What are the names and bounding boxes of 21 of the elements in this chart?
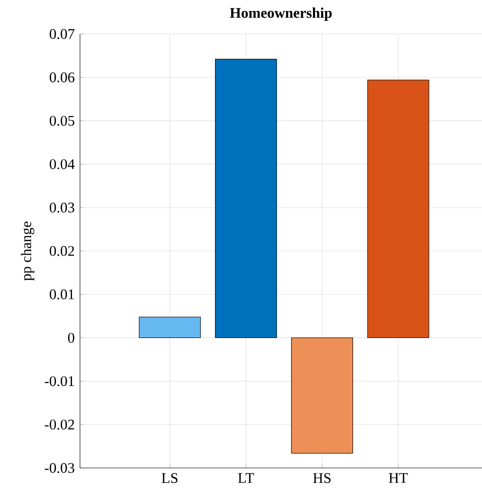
y-tick-label: 0.04 xyxy=(50,159,75,170)
y-tick-label: -0.01 xyxy=(44,376,74,386)
y-axis-title: pp change xyxy=(20,222,34,281)
y-tick-label: 0.07 xyxy=(50,29,74,39)
y-tick-label: 0 xyxy=(68,332,74,343)
y-tick-label: 0.01 xyxy=(50,289,74,300)
y-tick-label: 0.02 xyxy=(50,246,74,256)
chart-title: Homeownership xyxy=(230,8,332,21)
y-tick-label: -0.02 xyxy=(44,420,74,430)
bar xyxy=(367,80,430,338)
y-tick-label: 0.06 xyxy=(50,72,74,82)
bar xyxy=(215,58,277,338)
x-tick-label: HT xyxy=(388,473,408,483)
bar xyxy=(291,338,354,454)
x-tick-label: LT xyxy=(238,473,254,483)
bar xyxy=(138,316,201,338)
y-tick-label: 0.03 xyxy=(50,202,74,213)
x-tick-label: HS xyxy=(313,473,331,484)
y-tick-label: -0.03 xyxy=(44,463,74,473)
y-tick-label: 0.05 xyxy=(50,116,74,126)
x-tick-label: LS xyxy=(162,473,178,484)
